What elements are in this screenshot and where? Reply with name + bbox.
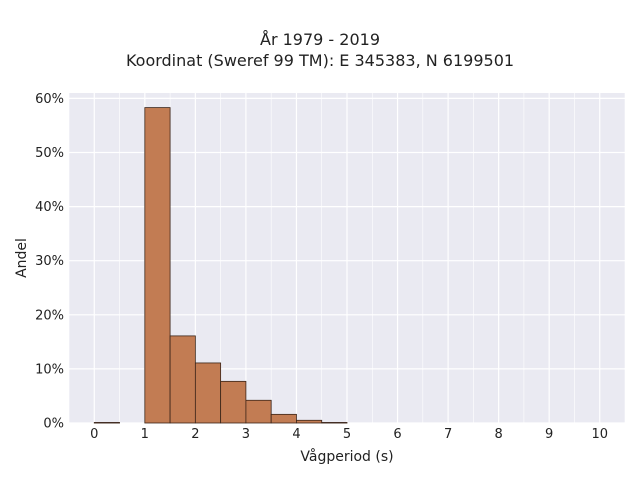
x-tick-label: 3 [242, 427, 250, 442]
x-tick-label: 8 [494, 427, 502, 442]
y-tick-label: 20% [35, 308, 64, 323]
x-tick-label: 2 [191, 427, 199, 442]
y-tick-label: 10% [35, 362, 64, 377]
y-tick-label: 50% [35, 146, 64, 161]
chart-title-line-1: År 1979 - 2019 [260, 30, 380, 49]
histogram-bar-7 [296, 419, 323, 424]
histogram-bar-3 [194, 362, 222, 424]
x-tick-label: 6 [393, 427, 401, 442]
histogram-bar-8 [321, 422, 348, 424]
histogram-bar-6 [270, 413, 297, 424]
x-axis-label: Vågperiod (s) [300, 448, 393, 465]
y-tick-label: 30% [35, 254, 64, 269]
histogram-bar-0 [93, 422, 120, 424]
y-tick-label: 0% [43, 417, 64, 432]
x-tick-label: 5 [343, 427, 351, 442]
histogram-bar-4 [220, 380, 247, 424]
x-tick-label: 1 [141, 427, 149, 442]
y-tick-label: 40% [35, 200, 64, 215]
x-tick-label: 10 [591, 427, 608, 442]
chart-title-line-2: Koordinat (Sweref 99 TM): E 345383, N 61… [125, 51, 515, 70]
histogram-bar-5 [245, 399, 272, 424]
histogram-bar-2 [169, 335, 196, 424]
x-tick-label: 7 [444, 427, 452, 442]
x-tick-label: 0 [90, 427, 98, 442]
y-tick-label: 60% [35, 92, 64, 107]
x-tick-label: 4 [292, 427, 300, 442]
y-axis-label: Andel [14, 238, 30, 278]
histogram-bar-1 [144, 107, 171, 424]
x-tick-label: 9 [545, 427, 553, 442]
